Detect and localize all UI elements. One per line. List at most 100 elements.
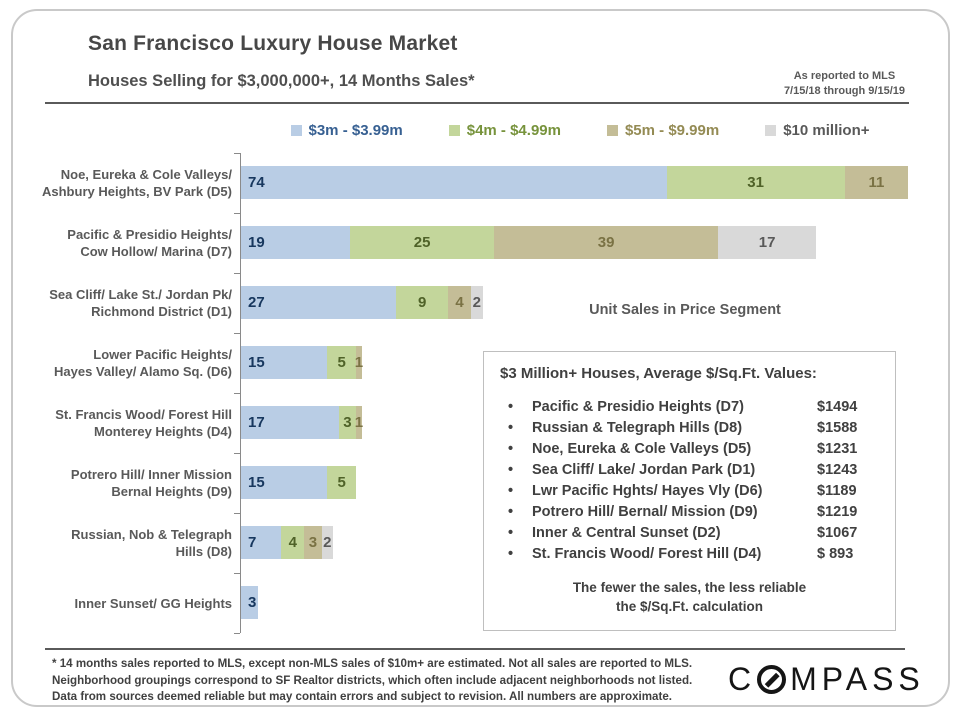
compass-logo: C MPASS [728,661,925,698]
stacked-bar: 15 5 1 [241,346,363,379]
bar-segment: 5 [327,466,356,499]
district-name: St. Francis Wood/ Forest Hill (D4) [532,546,762,562]
bar-segment: 27 [241,286,397,319]
district-name: Inner & Central Sunset (D2) [532,525,721,541]
bullet-glyph: • [508,546,514,562]
bar-segment: 9 [396,286,448,319]
chart-row: Noe, Eureka & Cole Valleys/ Ashbury Heig… [0,153,960,213]
chart-row: Sea Cliff/ Lake St./ Jordan Pk/ Richmond… [0,273,960,333]
axis-tick [234,453,240,454]
category-label: Pacific & Presidio Heights/ Cow Hollow/ … [67,227,232,259]
price-per-sqft-value: $ 893 [817,546,854,562]
bullet-glyph: • [508,483,514,499]
footnote-line2: Neighborhood groupings correspond to SF … [52,673,693,687]
legend-label: $4m - $4.99m [466,122,561,139]
info-list-item: • Sea Cliff/ Lake/ Jordan Park (D1) $1243 [500,460,879,481]
category-label: Lower Pacific Heights/ Hayes Valley/ Ala… [54,347,232,379]
bar-value-label: 74 [248,174,265,191]
price-per-sqft-value: $1231 [817,441,858,457]
header-divider [45,102,909,104]
stacked-bar: 3 [241,586,259,619]
axis-tick [234,273,240,274]
legend-swatch [765,125,777,136]
footnote: * 14 months sales reported to MLS, excep… [52,656,692,706]
category-label: Sea Cliff/ Lake St./ Jordan Pk/ Richmond… [49,287,232,319]
bar-value-label: 7 [248,534,257,551]
stacked-bar: 15 5 [241,466,356,499]
axis-tick [234,633,240,634]
stacked-bar: 74 31 11 [241,166,908,199]
chart-row: St. Francis Wood/ Forest Hill Monterey H… [0,393,960,453]
category-label: Russian, Nob & Telegraph Hills (D8) [71,527,232,559]
legend-item: $10 million+ [765,122,870,139]
axis-tick [234,513,240,514]
bar-segment: 31 [666,166,845,199]
bar-value-label: 25 [413,234,431,251]
district-name: Russian & Telegraph Hills (D8) [532,420,743,436]
legend-item: $5m - $9.99m [606,122,720,139]
report-note: As reported to MLS 7/15/18 through 9/15/… [784,69,905,99]
price-per-sqft-value: $1067 [817,525,858,541]
bar-segment: 17 [718,226,816,259]
bar-segment: 5 [327,346,356,379]
bar-segment: 1 [354,406,364,439]
page-title: San Francisco Luxury House Market [88,32,458,55]
chart-row: Lower Pacific Heights/ Hayes Valley/ Ala… [0,333,960,393]
footnote-line1: * 14 months sales reported to MLS, excep… [52,657,693,670]
category-label: St. Francis Wood/ Forest Hill Monterey H… [55,407,232,439]
bar-segment: 19 [241,226,351,259]
info-list-item: • Russian & Telegraph Hills (D8) $1588 [500,418,879,439]
price-per-sqft-value: $1243 [817,462,858,478]
bar-value-label: 9 [417,294,427,311]
info-list-item: • St. Francis Wood/ Forest Hill (D4) $ 893 [500,544,879,565]
chart-row: Potrero Hill/ Inner Mission Bernal Heigh… [0,453,960,513]
bullet-glyph: • [508,525,514,541]
bar-value-label: 5 [337,474,346,491]
bar-value-label: 4 [455,294,464,311]
bar-value-label: 15 [248,354,265,371]
bar-segment: 3 [241,586,259,619]
legend-swatch [606,125,618,136]
bar-segment: 4 [281,526,305,559]
bar-segment: 25 [350,226,494,259]
chart-row: Pacific & Presidio Heights/ Cow Hollow/ … [0,213,960,273]
bar-segment: 39 [494,226,719,259]
legend-item: $4m - $4.99m [448,122,561,139]
bar-segment: 7 [241,526,282,559]
info-note-line1: The fewer the sales, the less reliable [572,580,807,595]
y-axis-line [240,153,241,633]
bar-value-label: 5 [337,354,346,371]
info-box-list: • Pacific & Presidio Heights (D7) $1494 • Ru… [500,397,879,565]
bar-value-label: 17 [758,234,776,251]
axis-tick [234,153,240,154]
district-name: Sea Cliff/ Lake/ Jordan Park (D1) [532,462,756,478]
bar-value-label: 15 [248,474,265,491]
bar-value-label: 3 [343,414,352,431]
bar-value-label: 27 [248,294,265,311]
bar-segment: 15 [241,466,328,499]
axis-tick [234,393,240,394]
info-list-item: • Noe, Eureka & Cole Valleys (D5) $1231 [500,439,879,460]
bar-segment: 11 [844,166,908,199]
info-list-item: • Inner & Central Sunset (D2) $1067 [500,523,879,544]
report-note-line1: As reported to MLS [793,70,896,82]
stacked-bar: 27 9 4 2 [241,286,483,319]
price-per-sqft-value: $1494 [817,399,858,415]
chart-legend: $3m - $3.99m $4m - $4.99m $5m - $9.99m $10 … [230,122,930,139]
info-list-item: • Lwr Pacific Hghts/ Hayes Vly (D6) $1189 [500,481,879,502]
bullet-glyph: • [508,504,514,520]
category-label: Potrero Hill/ Inner Mission Bernal Heigh… [70,467,232,499]
axis-tick [234,333,240,334]
bar-value-label: 1 [354,414,364,431]
bar-segment: 3 [338,406,356,439]
bar-value-label: 19 [248,234,265,251]
report-note-line2: 7/15/18 through 9/15/19 [783,85,905,97]
price-per-sqft-value: $1219 [817,504,858,520]
legend-label: $5m - $9.99m [624,122,720,139]
axis-tick [234,213,240,214]
price-per-sqft-box: $3 Million+ Houses, Average $/Sq.Ft. Val… [483,351,896,631]
bar-segment: 74 [241,166,667,199]
compass-o-icon [757,665,787,694]
bar-segment: 17 [241,406,339,439]
